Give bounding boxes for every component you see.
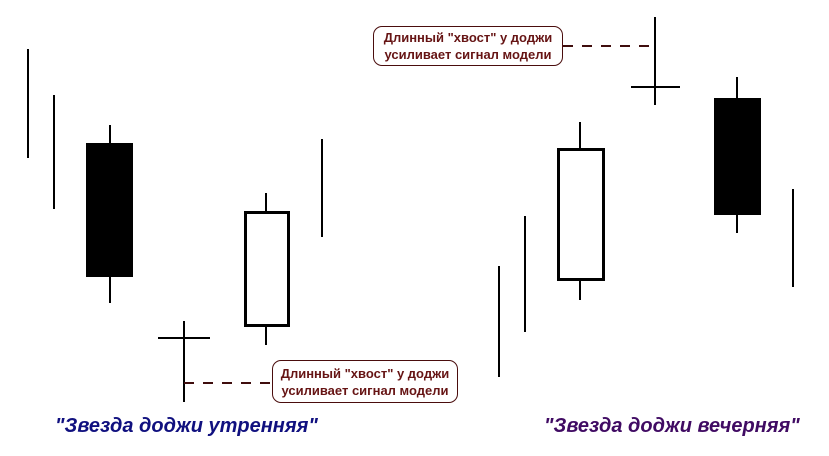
price-line bbox=[498, 266, 500, 377]
doji-vertical-line bbox=[183, 321, 185, 402]
price-line bbox=[27, 49, 29, 158]
candle-body-black bbox=[86, 143, 133, 277]
callout-text-line: усиливает сигнал модели bbox=[384, 47, 552, 62]
callout-dashed-connector bbox=[184, 382, 272, 384]
callout-text-line: Длинный "хвост" у доджи bbox=[280, 365, 450, 381]
candle-lower-wick bbox=[109, 277, 111, 303]
pattern-label-morning-doji-star: "Звезда доджи утренняя" bbox=[55, 415, 318, 437]
candle-upper-wick bbox=[736, 77, 738, 98]
candle-body-black bbox=[714, 98, 761, 215]
doji-cross-bar bbox=[158, 337, 210, 339]
candle-body-white bbox=[244, 211, 290, 327]
price-line bbox=[321, 139, 323, 237]
candle-lower-wick bbox=[579, 281, 581, 300]
doji-cross-bar bbox=[631, 86, 680, 88]
price-line bbox=[53, 95, 55, 209]
price-line bbox=[524, 216, 526, 332]
callout-text-line: усиливает сигнал модели bbox=[281, 382, 449, 398]
candle-upper-wick bbox=[109, 125, 111, 143]
callout-text-line: Длинный "хвост" у доджи bbox=[383, 30, 553, 45]
doji-vertical-line bbox=[654, 17, 656, 105]
callout-doji-tail-bottom: Длинный "хвост" у доджи усиливает сигнал… bbox=[272, 360, 458, 403]
candle-upper-wick bbox=[579, 122, 581, 148]
price-line bbox=[792, 189, 794, 287]
candle-lower-wick bbox=[736, 215, 738, 233]
candle-upper-wick bbox=[265, 193, 267, 211]
candle-lower-wick bbox=[265, 327, 267, 345]
pattern-label-evening-doji-star: "Звезда доджи вечерняя" bbox=[544, 415, 800, 437]
candle-body-white bbox=[557, 148, 605, 281]
callout-dashed-connector bbox=[563, 45, 655, 47]
callout-doji-tail-top: Длинный "хвост" у доджи усиливает сигнал… bbox=[373, 26, 563, 66]
